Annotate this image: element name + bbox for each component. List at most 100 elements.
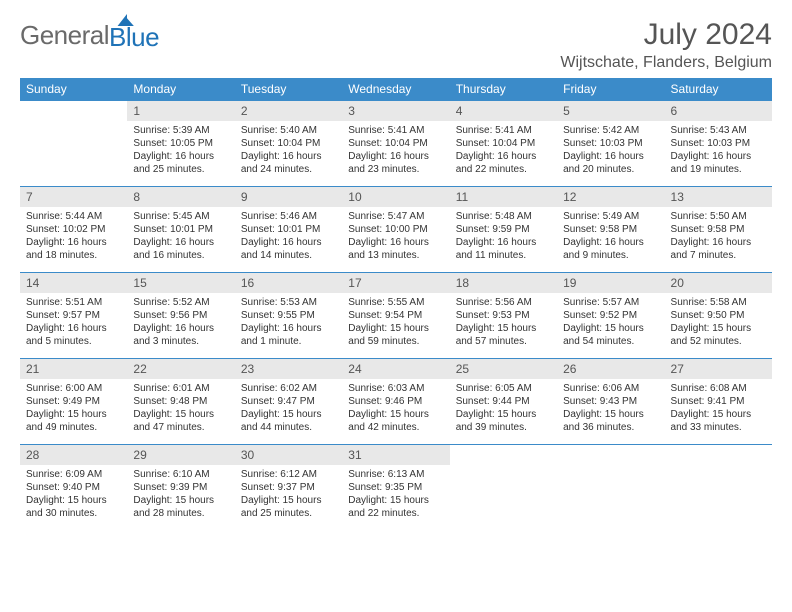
calendar-cell: 1Sunrise: 5:39 AMSunset: 10:05 PMDayligh… — [127, 101, 234, 187]
day-content: Sunrise: 5:46 AMSunset: 10:01 PMDaylight… — [235, 207, 342, 266]
sunset-text: Sunset: 9:46 PM — [348, 395, 443, 408]
calendar-cell: 19Sunrise: 5:57 AMSunset: 9:52 PMDayligh… — [557, 273, 664, 359]
sunset-text: Sunset: 10:00 PM — [348, 223, 443, 236]
daylight-text: Daylight: 16 hours — [563, 150, 658, 163]
daylight-text: and 39 minutes. — [456, 421, 551, 434]
sunrise-text: Sunrise: 5:49 AM — [563, 210, 658, 223]
calendar-cell: 9Sunrise: 5:46 AMSunset: 10:01 PMDayligh… — [235, 187, 342, 273]
day-content: Sunrise: 6:10 AMSunset: 9:39 PMDaylight:… — [127, 465, 234, 524]
sunrise-text: Sunrise: 5:43 AM — [671, 124, 766, 137]
daylight-text: Daylight: 15 hours — [26, 408, 121, 421]
page-header: GeneralBlue July 2024 Wijtschate, Flande… — [20, 18, 772, 72]
day-content: Sunrise: 5:42 AMSunset: 10:03 PMDaylight… — [557, 121, 664, 180]
calendar-table: Sunday Monday Tuesday Wednesday Thursday… — [20, 78, 772, 531]
sunrise-text: Sunrise: 5:47 AM — [348, 210, 443, 223]
daylight-text: Daylight: 16 hours — [456, 236, 551, 249]
calendar-cell: 29Sunrise: 6:10 AMSunset: 9:39 PMDayligh… — [127, 445, 234, 531]
daylight-text: and 13 minutes. — [348, 249, 443, 262]
sunrise-text: Sunrise: 6:05 AM — [456, 382, 551, 395]
daylight-text: and 57 minutes. — [456, 335, 551, 348]
calendar-body: 1Sunrise: 5:39 AMSunset: 10:05 PMDayligh… — [20, 101, 772, 531]
sunset-text: Sunset: 9:50 PM — [671, 309, 766, 322]
day-number: 21 — [20, 359, 127, 379]
calendar-cell: 25Sunrise: 6:05 AMSunset: 9:44 PMDayligh… — [450, 359, 557, 445]
calendar-cell: 7Sunrise: 5:44 AMSunset: 10:02 PMDayligh… — [20, 187, 127, 273]
day-number: 8 — [127, 187, 234, 207]
calendar-week-row: 21Sunrise: 6:00 AMSunset: 9:49 PMDayligh… — [20, 359, 772, 445]
daylight-text: Daylight: 15 hours — [348, 408, 443, 421]
sunrise-text: Sunrise: 5:41 AM — [348, 124, 443, 137]
calendar-cell: 21Sunrise: 6:00 AMSunset: 9:49 PMDayligh… — [20, 359, 127, 445]
daylight-text: Daylight: 16 hours — [671, 236, 766, 249]
day-content: Sunrise: 6:13 AMSunset: 9:35 PMDaylight:… — [342, 465, 449, 524]
day-content: Sunrise: 5:57 AMSunset: 9:52 PMDaylight:… — [557, 293, 664, 352]
day-content: Sunrise: 5:50 AMSunset: 9:58 PMDaylight:… — [665, 207, 772, 266]
sunrise-text: Sunrise: 5:58 AM — [671, 296, 766, 309]
sunrise-text: Sunrise: 6:13 AM — [348, 468, 443, 481]
sunrise-text: Sunrise: 5:52 AM — [133, 296, 228, 309]
sunrise-text: Sunrise: 6:08 AM — [671, 382, 766, 395]
sunset-text: Sunset: 9:58 PM — [563, 223, 658, 236]
day-number: 16 — [235, 273, 342, 293]
daylight-text: Daylight: 15 hours — [348, 322, 443, 335]
sunset-text: Sunset: 9:41 PM — [671, 395, 766, 408]
day-header: Tuesday — [235, 78, 342, 101]
daylight-text: Daylight: 15 hours — [348, 494, 443, 507]
day-number: 24 — [342, 359, 449, 379]
day-content: Sunrise: 5:43 AMSunset: 10:03 PMDaylight… — [665, 121, 772, 180]
sunset-text: Sunset: 10:04 PM — [348, 137, 443, 150]
calendar-cell: 8Sunrise: 5:45 AMSunset: 10:01 PMDayligh… — [127, 187, 234, 273]
day-content: Sunrise: 5:45 AMSunset: 10:01 PMDaylight… — [127, 207, 234, 266]
daylight-text: and 25 minutes. — [241, 507, 336, 520]
sunrise-text: Sunrise: 5:44 AM — [26, 210, 121, 223]
sunrise-text: Sunrise: 5:45 AM — [133, 210, 228, 223]
calendar-week-row: 7Sunrise: 5:44 AMSunset: 10:02 PMDayligh… — [20, 187, 772, 273]
calendar-cell: 31Sunrise: 6:13 AMSunset: 9:35 PMDayligh… — [342, 445, 449, 531]
daylight-text: and 54 minutes. — [563, 335, 658, 348]
day-number: 29 — [127, 445, 234, 465]
sunset-text: Sunset: 9:54 PM — [348, 309, 443, 322]
day-content: Sunrise: 5:53 AMSunset: 9:55 PMDaylight:… — [235, 293, 342, 352]
sunset-text: Sunset: 9:53 PM — [456, 309, 551, 322]
day-number: 12 — [557, 187, 664, 207]
calendar-cell: 24Sunrise: 6:03 AMSunset: 9:46 PMDayligh… — [342, 359, 449, 445]
calendar-cell — [20, 101, 127, 187]
day-content: Sunrise: 5:49 AMSunset: 9:58 PMDaylight:… — [557, 207, 664, 266]
day-number: 2 — [235, 101, 342, 121]
calendar-cell: 28Sunrise: 6:09 AMSunset: 9:40 PMDayligh… — [20, 445, 127, 531]
daylight-text: and 42 minutes. — [348, 421, 443, 434]
calendar-cell: 3Sunrise: 5:41 AMSunset: 10:04 PMDayligh… — [342, 101, 449, 187]
day-content: Sunrise: 5:41 AMSunset: 10:04 PMDaylight… — [450, 121, 557, 180]
day-content: Sunrise: 6:12 AMSunset: 9:37 PMDaylight:… — [235, 465, 342, 524]
calendar-cell: 5Sunrise: 5:42 AMSunset: 10:03 PMDayligh… — [557, 101, 664, 187]
sunset-text: Sunset: 9:43 PM — [563, 395, 658, 408]
sunset-text: Sunset: 9:44 PM — [456, 395, 551, 408]
day-header: Sunday — [20, 78, 127, 101]
calendar-cell: 16Sunrise: 5:53 AMSunset: 9:55 PMDayligh… — [235, 273, 342, 359]
sunset-text: Sunset: 9:56 PM — [133, 309, 228, 322]
sunset-text: Sunset: 9:49 PM — [26, 395, 121, 408]
calendar-week-row: 1Sunrise: 5:39 AMSunset: 10:05 PMDayligh… — [20, 101, 772, 187]
day-header: Saturday — [665, 78, 772, 101]
day-number: 19 — [557, 273, 664, 293]
location-text: Wijtschate, Flanders, Belgium — [560, 54, 772, 72]
daylight-text: Daylight: 16 hours — [133, 322, 228, 335]
calendar-cell — [557, 445, 664, 531]
daylight-text: Daylight: 16 hours — [563, 236, 658, 249]
day-content: Sunrise: 5:51 AMSunset: 9:57 PMDaylight:… — [20, 293, 127, 352]
day-header-row: Sunday Monday Tuesday Wednesday Thursday… — [20, 78, 772, 101]
day-header: Wednesday — [342, 78, 449, 101]
day-content: Sunrise: 5:47 AMSunset: 10:00 PMDaylight… — [342, 207, 449, 266]
daylight-text: Daylight: 15 hours — [671, 322, 766, 335]
day-content: Sunrise: 5:58 AMSunset: 9:50 PMDaylight:… — [665, 293, 772, 352]
daylight-text: and 5 minutes. — [26, 335, 121, 348]
daylight-text: and 47 minutes. — [133, 421, 228, 434]
day-header: Friday — [557, 78, 664, 101]
day-number: 20 — [665, 273, 772, 293]
day-number: 18 — [450, 273, 557, 293]
sunrise-text: Sunrise: 5:42 AM — [563, 124, 658, 137]
sunrise-text: Sunrise: 6:01 AM — [133, 382, 228, 395]
calendar-cell: 18Sunrise: 5:56 AMSunset: 9:53 PMDayligh… — [450, 273, 557, 359]
day-content: Sunrise: 6:05 AMSunset: 9:44 PMDaylight:… — [450, 379, 557, 438]
daylight-text: and 22 minutes. — [348, 507, 443, 520]
